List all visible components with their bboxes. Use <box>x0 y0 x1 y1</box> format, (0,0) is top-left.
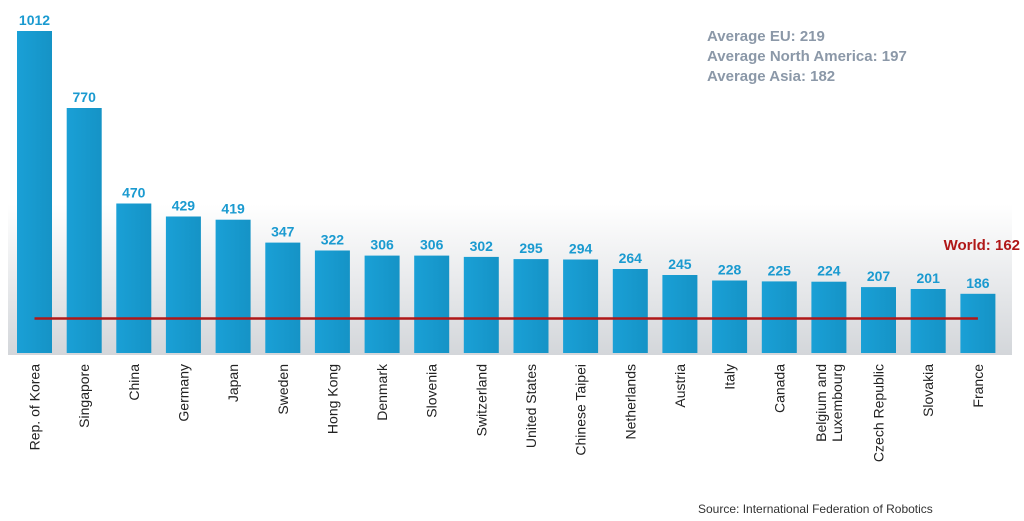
svg-text:Chinese Taipei: Chinese Taipei <box>573 364 589 456</box>
category-label-china: China <box>126 364 142 401</box>
value-label-denmark: 306 <box>370 237 394 253</box>
category-label-slovakia: Slovakia <box>920 364 936 417</box>
category-label-czech-republic: Czech Republic <box>871 364 887 462</box>
category-label-sweden: Sweden <box>275 364 291 415</box>
svg-text:Slovenia: Slovenia <box>424 364 440 418</box>
svg-text:Austria: Austria <box>672 364 688 408</box>
category-label-switzerland: Switzerland <box>473 364 489 436</box>
category-label-netherlands: Netherlands <box>622 364 638 440</box>
bar-germany <box>165 216 201 353</box>
bar-japan <box>215 219 251 353</box>
bar-denmark <box>364 255 400 353</box>
svg-text:United States: United States <box>523 364 539 448</box>
bar-italy <box>712 280 748 353</box>
bar-switzerland <box>463 256 499 353</box>
category-label-austria: Austria <box>672 364 688 408</box>
svg-text:Canada: Canada <box>771 364 787 413</box>
average-eu-annotation: Average EU: 219 <box>707 28 825 45</box>
bar-slovenia <box>414 255 450 353</box>
svg-text:Hong Kong: Hong Kong <box>324 364 340 434</box>
value-label-austria: 245 <box>668 256 692 272</box>
value-label-switzerland: 302 <box>470 238 494 254</box>
svg-text:China: China <box>126 364 142 401</box>
svg-text:Czech Republic: Czech Republic <box>871 364 887 462</box>
svg-text:Germany: Germany <box>175 364 191 422</box>
category-label-canada: Canada <box>771 364 787 413</box>
average-asia-annotation: Average Asia: 182 <box>707 68 836 85</box>
value-label-belgium-and-luxembourg: 224 <box>817 263 841 279</box>
svg-text:Italy: Italy <box>722 364 738 390</box>
value-label-hong-kong: 322 <box>321 232 345 248</box>
svg-text:Netherlands: Netherlands <box>622 364 638 440</box>
svg-text:Slovakia: Slovakia <box>920 364 936 417</box>
world-average-label: World: 162 <box>944 237 1020 254</box>
svg-text:Belgium and: Belgium and <box>813 364 829 442</box>
bar-hong-kong <box>314 250 350 353</box>
bar-sweden <box>265 242 301 353</box>
value-label-slovakia: 201 <box>917 270 941 286</box>
source-note: Source: International Federation of Robo… <box>698 502 933 516</box>
value-label-italy: 228 <box>718 262 742 278</box>
category-label-slovenia: Slovenia <box>424 364 440 418</box>
svg-text:Switzerland: Switzerland <box>473 364 489 436</box>
svg-text:Sweden: Sweden <box>275 364 291 415</box>
value-label-rep-of-korea: 1012 <box>19 12 50 28</box>
value-label-united-states: 295 <box>519 240 543 256</box>
category-label-denmark: Denmark <box>374 363 390 421</box>
average-north-america-annotation: Average North America: 197 <box>707 48 907 65</box>
category-label-rep-of-korea: Rep. of Korea <box>27 364 43 451</box>
bar-netherlands <box>612 269 648 353</box>
value-label-czech-republic: 207 <box>867 268 891 284</box>
value-label-sweden: 347 <box>271 224 295 240</box>
bar-canada <box>761 281 797 353</box>
category-label-belgium-and-luxembourg: Belgium and Luxembourg <box>813 364 845 442</box>
category-label-chinese-taipei: Chinese Taipei <box>573 364 589 456</box>
value-label-france: 186 <box>966 275 990 291</box>
value-label-chinese-taipei: 294 <box>569 241 593 257</box>
category-label-germany: Germany <box>175 364 191 422</box>
svg-text:France: France <box>970 364 986 408</box>
bar-chinese-taipei <box>563 259 599 353</box>
value-label-germany: 429 <box>172 198 196 214</box>
value-label-japan: 419 <box>221 201 245 217</box>
svg-text:Denmark: Denmark <box>374 363 390 421</box>
value-label-singapore: 770 <box>73 89 97 105</box>
bar-czech-republic <box>861 287 896 353</box>
bar-china <box>116 203 152 353</box>
bar-united-states <box>513 259 549 353</box>
bar-france <box>960 293 996 353</box>
bar-austria <box>662 275 698 353</box>
category-label-italy: Italy <box>722 364 738 390</box>
value-label-china: 470 <box>122 185 146 201</box>
svg-text:Singapore: Singapore <box>76 364 92 428</box>
category-label-singapore: Singapore <box>76 364 92 428</box>
bar-singapore <box>66 108 102 353</box>
value-label-slovenia: 306 <box>420 237 444 253</box>
value-label-canada: 225 <box>768 262 792 278</box>
category-label-france: France <box>970 364 986 408</box>
category-label-united-states: United States <box>523 364 539 448</box>
value-label-netherlands: 264 <box>619 250 643 266</box>
bar-slovakia <box>910 289 946 353</box>
svg-text:Japan: Japan <box>225 364 241 402</box>
bar-rep-of-korea <box>17 31 52 353</box>
svg-text:Rep. of Korea: Rep. of Korea <box>27 364 43 451</box>
category-label-japan: Japan <box>225 364 241 402</box>
svg-text:Luxembourg: Luxembourg <box>829 364 845 442</box>
category-label-hong-kong: Hong Kong <box>324 364 340 434</box>
